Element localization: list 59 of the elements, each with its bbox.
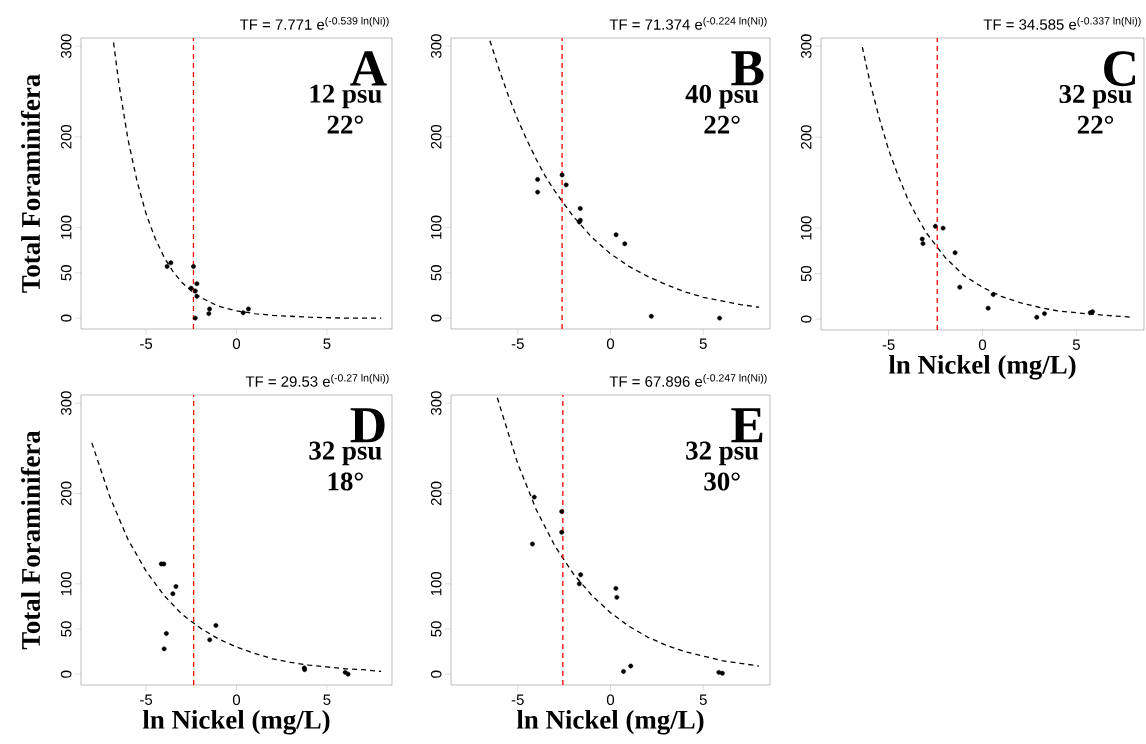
chart-title: TF = 34.585 e$^{(-0.337 ln(Ni))}$ (983, 16, 1141, 30)
x-tick-label: -5 (140, 338, 153, 349)
y-tick-label: 200 (430, 124, 442, 149)
annotation: 22° (1077, 115, 1114, 134)
annotation: D (350, 408, 385, 443)
x-tick-label: 0 (978, 339, 987, 351)
y-tick-label: 0 (60, 670, 72, 678)
y-tick-label: 100 (60, 215, 72, 239)
y-tick-label: 0 (430, 670, 442, 678)
x-tick-label: 0 (606, 694, 615, 706)
x-tick-label: 5 (323, 694, 331, 705)
x-tick-label: -5 (511, 694, 524, 705)
y-axis-title: Total Foraminifera (20, 430, 41, 650)
x-tick-label: 5 (323, 338, 331, 349)
y-tick-label: 300 (60, 34, 72, 59)
y-tick-label: 100 (800, 216, 812, 240)
x-tick-label: -5 (882, 339, 895, 350)
y-tick-label: 0 (800, 315, 812, 323)
y-tick-label: 300 (430, 34, 442, 59)
annotation: E (731, 408, 763, 443)
annotation: 22° (327, 115, 363, 134)
x-axis-title: ln Nickel (mg/L) (142, 709, 330, 735)
y-tick-label: 100 (430, 571, 442, 596)
x-tick-label: 0 (232, 694, 241, 706)
x-tick-label: 0 (606, 338, 615, 350)
y-tick-label: 50 (800, 265, 812, 282)
y-tick-label: 300 (60, 391, 72, 416)
y-tick-label: 100 (430, 215, 442, 239)
y-tick-label: 100 (60, 571, 72, 596)
x-tick-label: -5 (511, 338, 524, 349)
y-tick-label: 200 (430, 481, 442, 506)
y-tick-label: 0 (430, 314, 442, 322)
x-axis-title: ln Nickel (mg/L) (516, 709, 704, 735)
y-tick-label: 50 (60, 265, 72, 281)
y-tick-label: 200 (60, 481, 72, 506)
chart-title: TF = 71.374 e$^{(-0.224 ln(Ni))}$ (609, 16, 767, 30)
y-axis-title: Total Foraminifera (20, 74, 41, 293)
annotation: A (350, 51, 387, 86)
x-tick-label: 5 (699, 694, 707, 705)
x-tick-label: 0 (232, 338, 241, 350)
chart-title: TF = 7.771 e$^{(-0.539 ln(Ni))}$ (239, 16, 389, 30)
chart-title: TF = 29.53 e$^{(-0.27 ln(Ni))}$ (245, 373, 389, 387)
y-tick-label: 300 (430, 391, 442, 416)
y-tick-label: 50 (430, 265, 442, 281)
annotation: 18° (328, 472, 363, 491)
x-axis-title: ln Nickel (mg/L) (888, 354, 1076, 380)
y-tick-label: 300 (800, 34, 812, 59)
annotation: 30° (704, 472, 740, 491)
y-tick-label: 200 (800, 125, 812, 149)
y-tick-label: 50 (60, 621, 72, 637)
annotation: B (731, 51, 764, 86)
x-tick-label: 5 (1072, 339, 1080, 350)
chart-title: TF = 67.896 e$^{(-0.247 ln(Ni))}$ (609, 373, 767, 387)
y-tick-label: 0 (60, 314, 72, 322)
x-tick-label: 5 (699, 338, 707, 349)
y-tick-label: 200 (60, 124, 72, 149)
x-tick-label: -5 (140, 694, 153, 705)
y-tick-label: 50 (430, 621, 442, 637)
annotation: 22° (704, 115, 740, 134)
